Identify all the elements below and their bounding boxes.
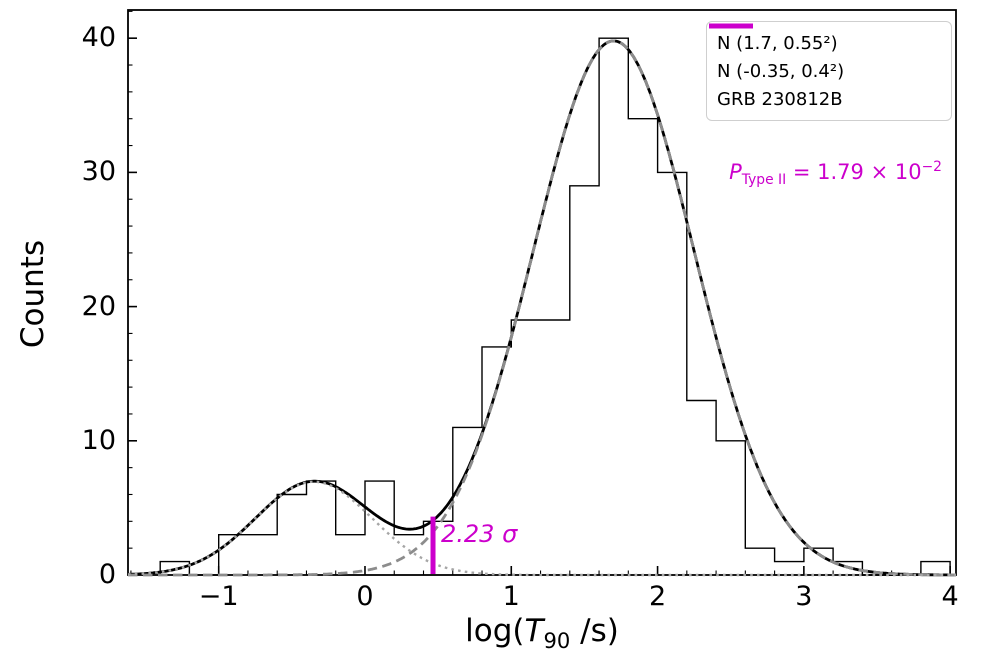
- legend-label: N (1.7, 0.55²): [717, 32, 838, 54]
- legend-item-type-i: N (-0.35, 0.4²): [709, 24, 941, 85]
- probability-symbol: P: [729, 160, 742, 184]
- x-axis-title-prefix: log(: [465, 613, 525, 649]
- x-tick-label: −1: [198, 581, 239, 612]
- x-tick-label: 2: [648, 581, 667, 612]
- type-ii-gaussian-curve: [128, 39, 956, 577]
- legend-item-grb: GRB 230812B: [709, 23, 941, 113]
- probability-exponent: −2: [921, 159, 942, 175]
- type-i-gaussian-curve: [127, 480, 956, 577]
- histogram-steps: [159, 37, 951, 576]
- y-tick-label: 10: [81, 424, 116, 456]
- x-tick-label: 1: [502, 581, 520, 612]
- y-tick-label: 30: [81, 156, 116, 188]
- sigma-annotation: 2.23 σ: [441, 520, 518, 548]
- x-tick-label: 4: [941, 581, 959, 612]
- legend-label: GRB 230812B: [717, 88, 843, 110]
- total-fit-curve: [127, 39, 956, 577]
- plot-border: [127, 9, 957, 576]
- magenta-line-sample-icon: [709, 23, 753, 29]
- x-tick-label: 0: [356, 581, 374, 612]
- legend: N (1.7, 0.55²) N (-0.35, 0.4²) GRB 23081…: [706, 21, 952, 121]
- probability-subscript: Type II: [741, 172, 787, 189]
- x-axis-title: log(T90 /s): [392, 613, 692, 653]
- probability-annotation: PType II = 1.79 × 10−2: [700, 159, 942, 188]
- y-tick-label: 0: [98, 559, 116, 590]
- probability-value: = 1.79 × 10: [786, 160, 922, 184]
- x-axis-title-suffix: /s): [570, 613, 619, 649]
- y-axis-title: Counts: [15, 239, 51, 349]
- y-tick-label: 40: [81, 22, 116, 54]
- x-axis-title-symbol: T: [524, 613, 544, 649]
- legend-item-type-ii: N (1.7, 0.55²): [709, 24, 941, 57]
- x-tick-label: 3: [795, 581, 813, 612]
- y-tick-label: 20: [81, 290, 116, 322]
- x-axis-title-subscript: 90: [543, 628, 571, 654]
- legend-label: N (-0.35, 0.4²): [717, 60, 845, 82]
